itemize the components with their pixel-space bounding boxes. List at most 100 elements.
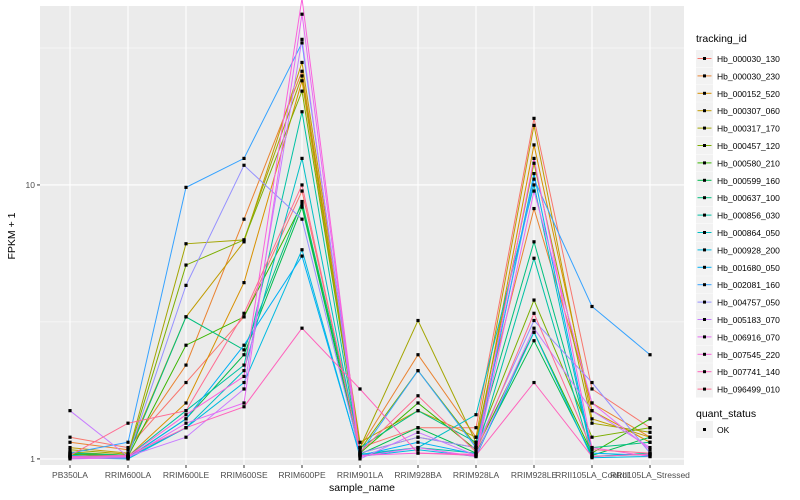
data-point <box>358 453 362 457</box>
data-point <box>300 183 304 187</box>
data-point <box>68 453 72 457</box>
legend-label: Hb_000030_130 <box>717 54 780 64</box>
data-point <box>474 443 478 448</box>
data-point <box>474 426 478 430</box>
shape-legend-label: OK <box>717 425 730 435</box>
legend-label: Hb_000864_050 <box>717 228 780 238</box>
data-point <box>416 401 420 405</box>
data-point <box>532 189 536 193</box>
data-point <box>532 172 536 176</box>
data-point <box>590 380 594 385</box>
x-tick-label: RRIM600LA <box>105 470 152 480</box>
data-point <box>126 440 130 444</box>
y-axis: 1 10 <box>26 180 40 464</box>
data-point <box>184 380 188 385</box>
legend-title: tracking_id <box>696 33 747 45</box>
legend-key-point <box>703 370 706 374</box>
legend-label: Hb_000637_100 <box>717 193 780 203</box>
legend-key-point <box>703 248 706 252</box>
data-point <box>590 451 594 455</box>
data-point <box>474 453 478 457</box>
data-point <box>474 445 478 450</box>
data-point <box>242 348 246 352</box>
data-point <box>532 240 536 244</box>
data-point <box>648 430 652 434</box>
legend-key-point <box>703 231 706 234</box>
shape-legend-title: quant_status <box>696 408 756 420</box>
data-point <box>416 445 420 450</box>
data-point <box>242 163 246 167</box>
data-point <box>648 417 652 421</box>
data-point <box>416 409 420 413</box>
data-point <box>68 445 72 450</box>
data-point <box>532 143 536 147</box>
data-point <box>242 387 246 391</box>
data-point <box>358 440 362 444</box>
data-point <box>648 426 652 430</box>
data-point <box>416 440 420 444</box>
legend-key-point <box>703 91 706 95</box>
data-point <box>648 353 652 357</box>
data-point <box>126 453 130 457</box>
data-point <box>242 380 246 385</box>
data-point <box>300 12 304 16</box>
data-point <box>126 421 130 425</box>
data-point <box>532 318 536 323</box>
data-point <box>474 450 478 454</box>
data-point <box>242 238 246 242</box>
legend-label: Hb_007741_140 <box>717 367 780 377</box>
data-point <box>358 387 362 391</box>
legend-label: Hb_007545_220 <box>717 350 780 360</box>
data-point <box>242 343 246 347</box>
data-point <box>242 315 246 319</box>
x-tick-label: RRIM600LE <box>163 470 210 480</box>
data-point <box>590 304 594 309</box>
y-axis-title: FPKM + 1 <box>6 212 18 259</box>
x-tick-label: RRII105LA_Stressed <box>610 470 690 480</box>
data-point <box>242 217 246 221</box>
legend-label: Hb_000317_170 <box>717 124 780 134</box>
legend-label: Hb_000580_210 <box>717 158 780 168</box>
data-point <box>184 421 188 425</box>
data-point <box>416 318 420 323</box>
x-tick-label: RRII105LA_Control <box>555 470 629 480</box>
data-point <box>300 79 304 83</box>
data-point <box>532 339 536 343</box>
data-point <box>242 311 246 315</box>
data-point <box>184 401 188 405</box>
data-point <box>68 451 72 455</box>
data-point <box>242 353 246 357</box>
legend-key-point <box>703 74 706 78</box>
data-point <box>184 283 188 287</box>
legend-label: Hb_000928_200 <box>717 245 780 255</box>
legend-label: Hb_005183_070 <box>717 315 780 325</box>
data-point <box>184 413 188 417</box>
legend-key-point <box>703 387 706 391</box>
data-point <box>358 450 362 454</box>
data-point <box>532 298 536 302</box>
x-axis-title: sample_name <box>329 482 395 494</box>
data-point <box>242 156 246 160</box>
shape-legend-key <box>703 428 706 431</box>
legend-key-point <box>703 57 706 60</box>
data-point <box>648 451 652 455</box>
data-point <box>242 363 246 367</box>
data-point <box>532 206 536 211</box>
legend-key-point <box>703 144 706 147</box>
data-point <box>532 161 536 165</box>
data-point <box>184 185 188 189</box>
legend-key-point <box>703 265 706 269</box>
data-point <box>648 454 652 459</box>
data-point <box>590 417 594 421</box>
data-point <box>242 281 246 285</box>
data-point <box>300 199 304 204</box>
data-point <box>648 448 652 452</box>
data-point <box>532 330 536 334</box>
data-point <box>300 202 304 206</box>
data-point <box>184 417 188 421</box>
legend-label: Hb_000307_060 <box>717 106 780 116</box>
legend-items: Hb_000030_130 Hb_000030_230 Hb_000152_520 H… <box>696 50 780 398</box>
data-point <box>590 409 594 413</box>
data-point <box>416 394 420 398</box>
